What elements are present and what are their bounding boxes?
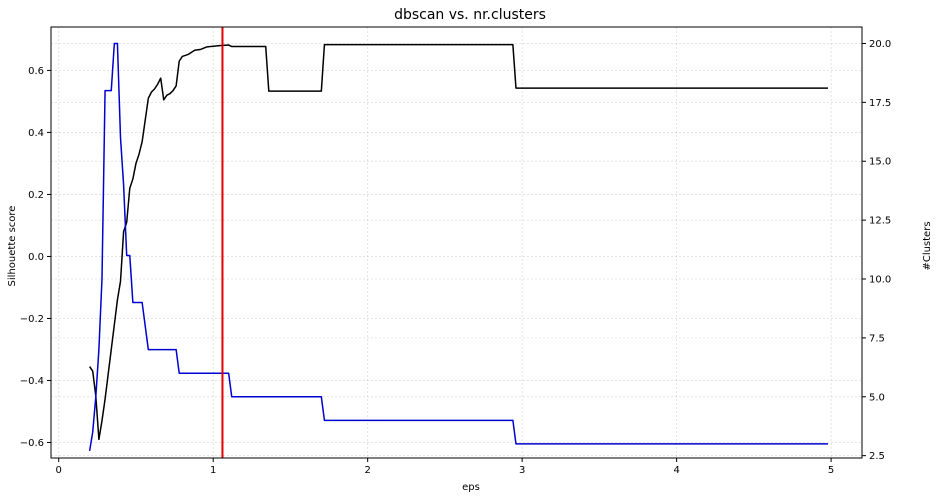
y2-tick-label: 20.0 <box>869 39 891 50</box>
x-tick-label: 2 <box>364 465 370 476</box>
y2-tick-label: 2.5 <box>869 451 885 462</box>
y2-tick-label: 7.5 <box>869 333 885 344</box>
right-y-axis-title: #Clusters <box>922 221 933 270</box>
y-tick-label: 0.2 <box>28 190 44 201</box>
plot-frame <box>50 26 863 459</box>
y-tick-label: 0.0 <box>28 252 44 263</box>
chart-title: dbscan vs. nr.clusters <box>394 7 546 23</box>
left-y-axis-title: Silhouette score <box>7 206 18 287</box>
grid <box>51 27 862 458</box>
y-tick-label: −0.2 <box>20 314 44 325</box>
x-tick-label: 1 <box>210 465 216 476</box>
y2-tick-label: 12.5 <box>869 216 891 227</box>
x-tick-label: 3 <box>519 465 525 476</box>
clusters-line <box>88 42 829 452</box>
y2-tick-label: 17.5 <box>869 98 891 109</box>
x-tick-label: 5 <box>828 465 834 476</box>
y-tick-label: −0.6 <box>20 438 44 449</box>
y-tick-label: −0.4 <box>20 376 44 387</box>
plot-lines <box>88 27 829 458</box>
y2-tick-label: 15.0 <box>869 157 891 168</box>
x-tick-label: 0 <box>56 465 62 476</box>
x-axis-title: eps <box>462 482 480 493</box>
x-tick-label: 4 <box>673 465 679 476</box>
y2-tick-label: 10.0 <box>869 275 891 286</box>
y2-tick-label: 5.0 <box>869 392 885 403</box>
y-tick-label: 0.6 <box>28 66 44 77</box>
silhouette-line <box>88 43 829 441</box>
axes: 0 1 2 3 4 5 −0.6 −0.4 −0.2 0.0 0.2 0.4 0.6 2.5 5.0 7.5 1… <box>20 26 891 476</box>
y-tick-label: 0.4 <box>28 128 44 139</box>
